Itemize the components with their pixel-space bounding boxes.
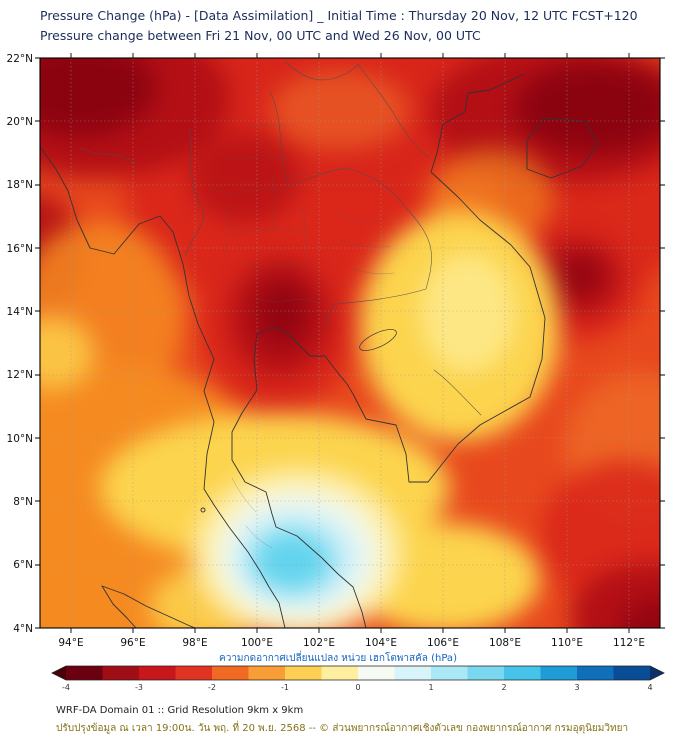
lon-label: 102°E	[303, 637, 335, 649]
lon-label: 104°E	[365, 637, 397, 649]
colorbar-arrow-left	[52, 666, 66, 680]
lon-label: 96°E	[120, 637, 145, 649]
lat-label: 18°N	[7, 179, 33, 191]
pressure-field	[40, 58, 660, 628]
colorbar-tick: 1	[428, 683, 434, 692]
colorbar-tick: 3	[574, 683, 580, 692]
country-borders	[79, 61, 482, 416]
colorbar-tick: 0	[355, 683, 361, 692]
lat-label: 22°N	[7, 53, 33, 65]
lat-label: 4°N	[13, 623, 33, 635]
map-plot: 22°N 20°N 18°N 16°N 14°N 12°N 10°N 8°N 6…	[7, 53, 665, 649]
lake-tonle-sap	[359, 329, 397, 351]
province-boundaries	[209, 124, 395, 549]
colorbar-label: ความกดอากาศเปลี่ยนแปลง หน่วย เฮกโตพาสคัล…	[219, 653, 457, 664]
colorbar	[51, 665, 665, 681]
map-frame	[39, 57, 661, 629]
coastline-indochina	[231, 73, 546, 628]
footer-update-info: ปรับปรุงข้อมูล ณ เวลา 19:00น. วัน พฤ. ที…	[56, 723, 629, 734]
lon-label: 112°E	[613, 637, 645, 649]
lon-label: 100°E	[241, 637, 273, 649]
lon-label: 108°E	[489, 637, 521, 649]
figure-title: Pressure Change (hPa) - [Data Assimilati…	[40, 8, 638, 23]
lat-label: 20°N	[7, 116, 33, 128]
lat-label: 8°N	[13, 496, 33, 508]
lon-label: 106°E	[427, 637, 459, 649]
colorbar-ticks: -4 -3 -2 -1 0 1 2 3 4	[62, 683, 653, 695]
lon-label: 98°E	[182, 637, 207, 649]
colorbar-tick: 2	[501, 683, 507, 692]
lon-label: 110°E	[551, 637, 583, 649]
figure-subtitle: Pressure change between Fri 21 Nov, 00 U…	[40, 28, 481, 43]
lat-label: 10°N	[7, 433, 33, 445]
lat-label: 12°N	[7, 369, 33, 381]
map-field-clip	[40, 58, 660, 628]
coastlines	[40, 73, 599, 628]
lat-label: 6°N	[13, 559, 33, 571]
lon-axis: 94°E 96°E 98°E 100°E 102°E 104°E 106°E 1…	[58, 637, 645, 649]
coastline-hainan	[526, 117, 599, 179]
gridlines	[40, 58, 660, 628]
lat-label: 14°N	[7, 306, 33, 318]
lon-label: 94°E	[58, 637, 83, 649]
colorbar-tick: -1	[281, 683, 289, 692]
coastline-andaman	[40, 146, 286, 628]
colorbar-tick: -3	[135, 683, 143, 692]
coastline-sumatra	[101, 585, 196, 628]
colorbar-arrow-right	[650, 666, 664, 680]
lat-label: 16°N	[7, 243, 33, 255]
footer-domain-info: WRF-DA Domain 01 :: Grid Resolution 9km …	[56, 705, 304, 716]
lat-axis: 22°N 20°N 18°N 16°N 14°N 12°N 10°N 8°N 6…	[7, 53, 33, 635]
colorbar-segments	[66, 666, 651, 680]
island-phuket	[200, 507, 206, 513]
colorbar-outline	[51, 665, 665, 681]
colorbar-tick: 4	[647, 683, 653, 692]
axis-ticks	[35, 53, 665, 633]
colorbar-tick: -2	[208, 683, 216, 692]
colorbar-tick: -4	[62, 683, 70, 692]
